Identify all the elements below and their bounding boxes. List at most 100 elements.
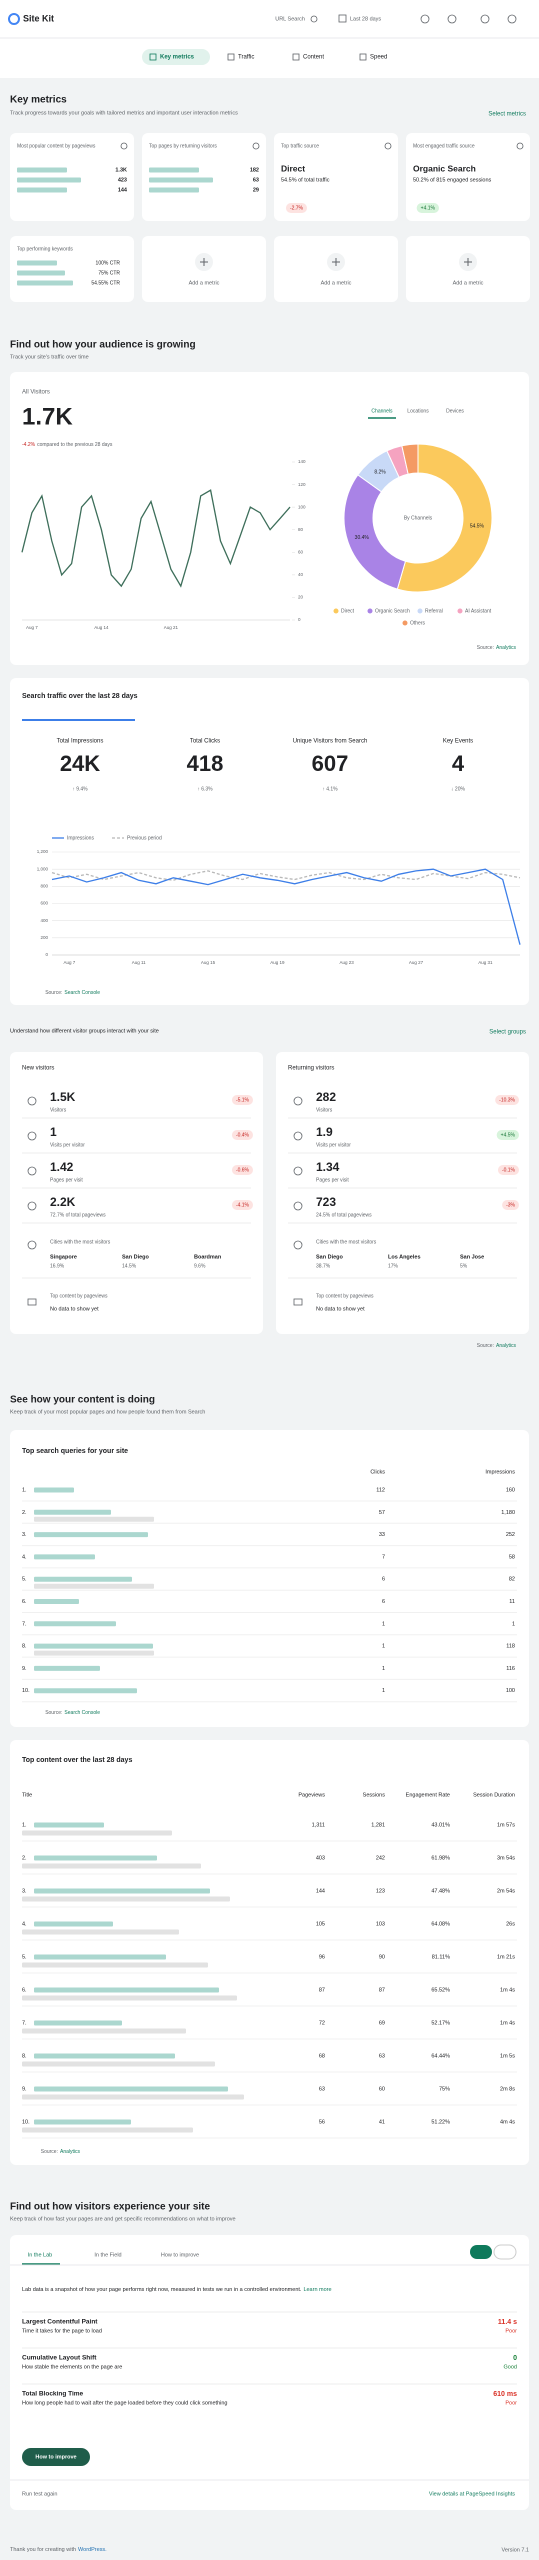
cell: 105 — [316, 1921, 325, 1927]
metric-value: 63 — [253, 177, 259, 183]
icon — [516, 142, 524, 150]
metric-label: Visits per visitor — [50, 1142, 85, 1148]
row-rank: 2. — [22, 1510, 27, 1516]
legend-label: AI Assistant — [465, 608, 492, 614]
pie-slice — [396, 443, 493, 593]
date-range[interactable]: Last 28 days — [350, 16, 381, 22]
card — [142, 133, 266, 221]
metric-big: 24K — [60, 751, 100, 776]
x-tick-label: Aug 15 — [201, 960, 216, 965]
blurred-text — [22, 1995, 237, 2001]
metric-label: Key Events — [443, 739, 473, 745]
blurred-text — [22, 2127, 193, 2133]
learn-more-link[interactable]: Learn more — [303, 2287, 331, 2293]
empty-state: No data to show yet — [316, 1306, 365, 1312]
device-toggle-mobile[interactable] — [470, 2245, 492, 2259]
nav-icon — [359, 53, 367, 61]
metric-status: Poor — [505, 2328, 517, 2334]
add-metric[interactable]: Add a metric — [189, 280, 220, 286]
metric-value: 29 — [253, 187, 259, 193]
row-rank: 6. — [22, 1987, 27, 1993]
speed-tab[interactable]: In the Lab — [28, 2252, 52, 2258]
device-toggle-desktop[interactable] — [493, 2244, 517, 2260]
badge-bg — [231, 1130, 253, 1140]
icon — [293, 1240, 303, 1250]
city-share: 17% — [388, 1263, 399, 1269]
button[interactable]: How to improve — [35, 2454, 76, 2460]
metric-label: Visits per visitor — [316, 1142, 351, 1148]
chart-tab[interactable]: Devices — [446, 408, 464, 414]
plus-icon — [332, 258, 340, 266]
action-link[interactable]: Select groups — [489, 1030, 526, 1036]
nav-tab[interactable]: Content — [303, 55, 324, 61]
cell: 26s — [506, 1921, 515, 1927]
cell: 3m 54s — [497, 1855, 515, 1861]
badge-bg — [231, 1200, 253, 1210]
source: Source: Search Console — [45, 1710, 100, 1716]
card-title: Most popular content by pageviews — [17, 143, 96, 149]
button-bg[interactable] — [22, 2448, 90, 2466]
y-tick-label: 20 — [298, 595, 304, 600]
metric-change: -4.2% compared to the previous 28 days — [22, 442, 113, 448]
speed-description: Lab data is a snapshot of how your page … — [22, 2287, 332, 2293]
details-link[interactable]: View details at PageSpeed Insights — [429, 2491, 515, 2497]
blurred-text — [149, 177, 213, 183]
blurred-text — [149, 167, 199, 173]
blurred-text — [34, 1643, 153, 1649]
empty-state: No data to show yet — [50, 1306, 99, 1312]
cell: 100 — [506, 1688, 515, 1694]
icon — [447, 14, 457, 24]
action-link[interactable]: Select metrics — [488, 112, 526, 118]
column-header: Session Duration — [473, 1792, 515, 1798]
chart-tab[interactable]: Locations — [407, 408, 429, 414]
text-part: -4.2% — [22, 442, 36, 448]
legend-swatch — [333, 608, 339, 614]
cell: 144 — [316, 1888, 325, 1894]
cell: 103 — [376, 1921, 385, 1927]
speed-tab[interactable]: In the Field — [94, 2252, 121, 2258]
nav-tab[interactable]: Key metrics — [160, 55, 195, 61]
legend-label: Referral — [425, 608, 443, 614]
blurred-text — [34, 1888, 210, 1894]
blurred-text — [34, 2053, 175, 2059]
source-link[interactable]: Analytics — [60, 2149, 81, 2155]
city-share: 38.7% — [316, 1263, 331, 1269]
source-link[interactable]: Search Console — [64, 1710, 100, 1716]
y-tick-label: 0 — [298, 617, 301, 622]
source-link[interactable]: Analytics — [496, 1343, 517, 1349]
y-tick-label: 800 — [40, 884, 48, 889]
blurred-text — [34, 1583, 154, 1589]
city-share: 14.5% — [122, 1263, 137, 1269]
nav-tab[interactable]: Speed — [370, 55, 387, 61]
cell: 1m 4s — [500, 2020, 515, 2026]
url-search[interactable]: URL Search — [275, 16, 305, 22]
source-link[interactable]: Search Console — [64, 990, 100, 996]
metric-value: 0 — [513, 2355, 517, 2362]
add-metric[interactable]: Add a metric — [321, 280, 352, 286]
change-badge: -0.6% — [236, 1167, 250, 1173]
text-part: Source: — [45, 1710, 62, 1716]
card-title: Top pages by returning visitors — [149, 143, 217, 149]
cell: 4m 4s — [500, 2119, 515, 2125]
nav-tab[interactable]: Traffic — [238, 55, 254, 61]
card-title: Top traffic source — [281, 143, 319, 149]
add-metric[interactable]: Add a metric — [453, 280, 484, 286]
text-part: compared to the previous 28 days — [37, 442, 113, 448]
speed-tab[interactable]: How to improve — [161, 2252, 199, 2258]
metric-description: How long people had to wait after the pa… — [22, 2400, 227, 2406]
icon — [27, 1096, 37, 1106]
cell: 63 — [379, 2053, 385, 2059]
source-link[interactable]: Analytics — [496, 645, 517, 651]
footer-link[interactable]: WordPress. — [78, 2547, 107, 2553]
column-header: Engagement Rate — [406, 1792, 450, 1798]
cell: 112 — [376, 1487, 385, 1493]
cell: 87 — [319, 1987, 325, 1993]
cell: 33 — [379, 1532, 385, 1538]
cell: 61.98% — [431, 1855, 450, 1861]
rerun-link[interactable]: Run test again — [22, 2491, 57, 2497]
card — [10, 1740, 529, 2165]
cell: 6 — [382, 1577, 385, 1583]
cell: 1m 57s — [497, 1822, 515, 1828]
chart-tab[interactable]: Channels — [371, 408, 393, 414]
